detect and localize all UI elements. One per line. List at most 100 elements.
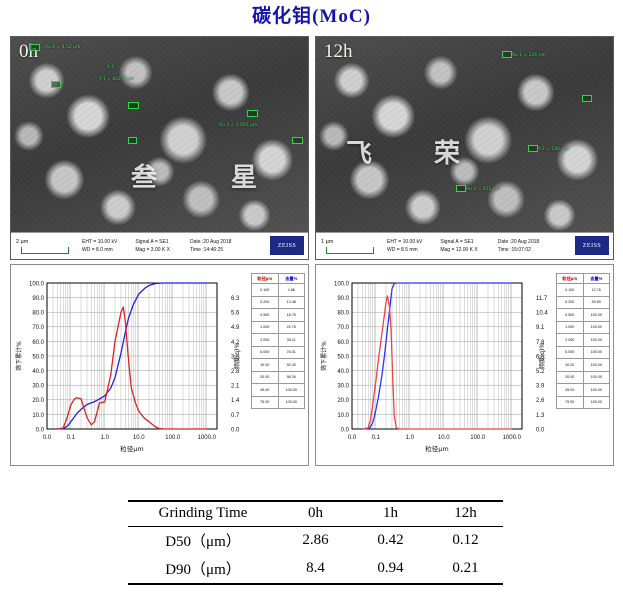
table-cell: 98.26 [277, 370, 305, 384]
sem-watermark-1: 飞 [346, 139, 373, 169]
table-cell: 100.00 [582, 345, 610, 359]
col-header-content: 含量% [277, 273, 305, 284]
table-cell: 20.00 [556, 370, 584, 384]
table-cell: 100.00 [582, 308, 610, 322]
table-row: 0.500 18.75 [251, 308, 305, 322]
table-cell: 45.00 [556, 383, 584, 397]
table-cell: 75.00 [556, 395, 584, 409]
table-row: 1.000 100.00 [556, 320, 610, 334]
sem-measurement-label: Y-1 = 802.4 nm [99, 77, 134, 82]
svg-text:40.0: 40.0 [32, 369, 44, 375]
svg-text:50.0: 50.0 [337, 354, 349, 360]
psd-chart-svg-0h: 0.0 10.0 20.0 30.0 40.0 50.0 60.0 70.0 80.0 90.0 1… [15, 281, 241, 453]
svg-text:0.1: 0.1 [372, 435, 381, 441]
svg-text:30.0: 30.0 [337, 384, 349, 390]
table-cell: 2.000 [251, 333, 279, 347]
table-cell: 100.00 [582, 358, 610, 372]
sem-measure-marker [247, 110, 258, 117]
sem-measurement-label: 1-1 [107, 65, 115, 70]
table-cell: 18.75 [277, 308, 305, 322]
table-header-row: 粒径μm 含量% [251, 273, 305, 284]
svg-text:5.2: 5.2 [536, 369, 545, 375]
sem-measurement-label: Y-2 = 180 nm [538, 147, 569, 152]
table-cell: 13.48 [277, 295, 305, 309]
table-cell: 5.000 [251, 345, 279, 359]
svg-text:40.0: 40.0 [337, 369, 349, 375]
svg-text:100.0: 100.0 [165, 435, 181, 441]
svg-text:0.1: 0.1 [67, 435, 76, 441]
sem-eht-wd-column: EHT = 10.00 kV WD = 8.0 mm [82, 238, 117, 255]
svg-text:50.0: 50.0 [32, 354, 44, 360]
table-cell: 22.75 [277, 320, 305, 334]
svg-text:1.0: 1.0 [406, 435, 415, 441]
table-cell: 0.200 [251, 295, 279, 309]
svg-text:3.5: 3.5 [231, 354, 240, 360]
table-row: 20.00 98.26 [251, 370, 305, 384]
table-cell: 0.100 [556, 283, 584, 297]
svg-text:2.6: 2.6 [536, 398, 545, 404]
sem-eht: EHT = 10.00 kV [82, 238, 118, 245]
table-row: 5.000 100.00 [556, 345, 610, 359]
scale-bar-line [326, 246, 374, 254]
psd-panel-12h: 0.0 10.0 20.0 30.0 40.0 50.0 60.0 70.0 80.0 90.0 1… [315, 264, 614, 466]
scale-bar-line [21, 246, 69, 254]
sem-time: Time :14:46:25 [189, 247, 224, 253]
svg-text:0.0: 0.0 [43, 435, 52, 441]
table-cell: 12.76 [582, 283, 610, 297]
sem-texture-overlay [11, 37, 308, 235]
sem-measure-marker [456, 185, 466, 192]
sem-mag: Mag = 12.00 K X [440, 247, 478, 253]
sem-signal-mag-column: Signal A = SE1 Mag = 3.00 K X [135, 238, 170, 255]
svg-text:100.0: 100.0 [29, 281, 45, 287]
col-header-content: 含量% [582, 273, 610, 284]
svg-text:70.0: 70.0 [337, 325, 349, 331]
table-cell: 59.59 [582, 295, 610, 309]
summary-table: Grinding Time 0h 1h 12h D50（μm） 2.86 0.42 0.12 D… [128, 500, 503, 585]
psd-data-table-12h: 粒径μm 含量% 0.100 12.76 0.200 59.59 0.500 100.00… [556, 273, 610, 409]
summary-value: 0.12 [452, 532, 479, 548]
col-header-size: 粒径μm [556, 273, 584, 284]
table-cell: 100.00 [582, 370, 610, 384]
sem-texture-overlay [316, 37, 613, 235]
table-row: 0.200 13.48 [251, 295, 305, 309]
sem-measurement-label: Ru 1 = 226 nm [512, 53, 546, 58]
summary-value: 0.42 [377, 532, 404, 548]
sem-eht-wd-column: EHT = 10.00 kV WD = 8.5 mm [387, 238, 422, 255]
table-row: 2.000 100.00 [556, 333, 610, 347]
summary-col-header: 0h [278, 500, 353, 527]
svg-text:筛下累计%: 筛下累计% [320, 341, 328, 371]
sem-time: Time :15:07:02 [497, 247, 531, 253]
summary-value: 8.4 [278, 555, 353, 585]
sem-wd: WD = 8.5 mm [387, 247, 418, 253]
svg-text:6.3: 6.3 [231, 296, 240, 302]
zeiss-logo: ZEISS [575, 236, 609, 255]
svg-text:10.0: 10.0 [337, 413, 349, 419]
table-row: 75.00 100.00 [556, 395, 610, 409]
svg-text:90.0: 90.0 [337, 296, 349, 302]
svg-text:5.6: 5.6 [231, 311, 240, 317]
table-row: 0.100 12.76 [556, 283, 610, 297]
table-header-row: 粒径μm 含量% [556, 273, 610, 284]
sem-measure-marker [29, 44, 40, 51]
summary-header-row: Grinding Time 0h 1h 12h [128, 500, 503, 527]
table-cell: 35.11 [277, 333, 305, 347]
summary-col-header: 12h [428, 500, 503, 527]
table-row: 75.00 100.00 [251, 395, 305, 409]
scale-bar-label: 2 µm [16, 238, 29, 245]
svg-text:10.4: 10.4 [536, 311, 548, 317]
table-cell: 75.00 [251, 395, 279, 409]
svg-text:10.0: 10.0 [133, 435, 145, 441]
summary-row-label: D50（μm） [165, 534, 241, 550]
table-cell: 10.00 [251, 358, 279, 372]
summary-value: 2.86 [302, 532, 329, 548]
svg-text:10.0: 10.0 [32, 413, 44, 419]
psd-chart-svg-12h: 0.0 10.0 20.0 30.0 40.0 50.0 60.0 70.0 80.0 90.0 1… [320, 281, 548, 453]
table-row: 2.000 35.11 [251, 333, 305, 347]
sem-panel-12h: 12h 飞 荣 Ru 1 = 226 nm Y-2 = 180 nm Ru 4 … [315, 36, 614, 260]
psd-panel-0h: 0.0 10.0 20.0 30.0 40.0 50.0 60.0 70.0 80.0 90.0 1… [10, 264, 309, 466]
svg-text:1.3: 1.3 [536, 413, 545, 419]
table-cell: 76.01 [277, 345, 305, 359]
table-cell: 4.88 [277, 283, 305, 297]
svg-text:0.0: 0.0 [536, 427, 545, 433]
svg-text:2.1: 2.1 [231, 384, 240, 390]
